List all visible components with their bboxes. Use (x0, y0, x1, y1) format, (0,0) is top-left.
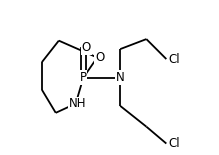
Text: O: O (82, 41, 91, 54)
Text: Cl: Cl (169, 53, 180, 66)
Text: N: N (116, 71, 125, 84)
Text: NH: NH (69, 97, 86, 110)
Text: P: P (80, 71, 87, 84)
Text: O: O (95, 51, 104, 64)
Text: Cl: Cl (169, 137, 180, 150)
